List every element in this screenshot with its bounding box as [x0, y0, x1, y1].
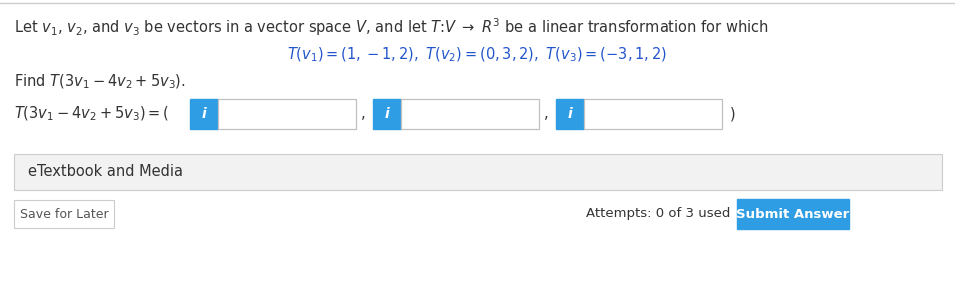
Text: ): ): [730, 107, 735, 121]
Text: i: i: [202, 107, 206, 121]
Text: ,: ,: [361, 107, 366, 121]
FancyBboxPatch shape: [556, 99, 584, 129]
Text: ,: ,: [544, 107, 548, 121]
FancyBboxPatch shape: [14, 200, 114, 228]
FancyBboxPatch shape: [584, 99, 722, 129]
FancyBboxPatch shape: [373, 99, 401, 129]
Text: Save for Later: Save for Later: [20, 208, 108, 220]
FancyBboxPatch shape: [401, 99, 539, 129]
Text: i: i: [385, 107, 390, 121]
FancyBboxPatch shape: [190, 99, 218, 129]
Text: i: i: [567, 107, 572, 121]
Text: Find $T(3\mathit{v}_1 - 4\mathit{v}_2 + 5\mathit{v}_3)$.: Find $T(3\mathit{v}_1 - 4\mathit{v}_2 + …: [14, 73, 186, 91]
FancyBboxPatch shape: [14, 154, 942, 190]
Text: Attempts: 0 of 3 used: Attempts: 0 of 3 used: [585, 208, 730, 220]
Text: $T(\mathit{v}_1) = (1, -1, 2),\ T(\mathit{v}_2) = (0, 3, 2),\ T(\mathit{v}_3) = : $T(\mathit{v}_1) = (1, -1, 2),\ T(\mathi…: [286, 46, 667, 64]
Text: eTextbook and Media: eTextbook and Media: [28, 164, 183, 180]
Text: Let $\mathit{v}_1$, $\mathit{v}_2$, and $\mathit{v}_3$ be vectors in a vector sp: Let $\mathit{v}_1$, $\mathit{v}_2$, and …: [14, 16, 769, 38]
FancyBboxPatch shape: [737, 199, 849, 229]
FancyBboxPatch shape: [218, 99, 356, 129]
Text: $T(3\mathit{v}_1 - 4\mathit{v}_2 + 5\mathit{v}_3) = ($: $T(3\mathit{v}_1 - 4\mathit{v}_2 + 5\mat…: [14, 105, 169, 123]
Text: Submit Answer: Submit Answer: [736, 208, 850, 220]
